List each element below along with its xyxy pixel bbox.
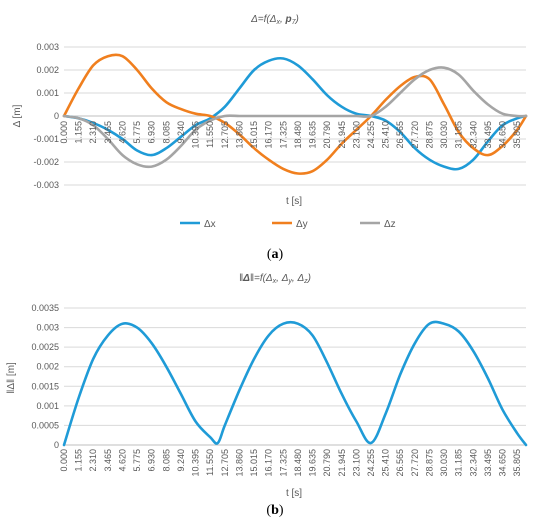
x-tick-label: 8.085 <box>161 449 171 472</box>
series-line-dy <box>62 53 528 175</box>
x-tick-label: 1.155 <box>74 449 84 472</box>
x-tick-label: 33.495 <box>483 121 493 149</box>
x-tick-label: 25.410 <box>381 121 391 149</box>
caption-b: (b) <box>266 503 283 518</box>
x-tick-label: 26.565 <box>395 449 405 477</box>
x-tick-label: 17.325 <box>278 449 288 477</box>
x-tick-label: 11.550 <box>205 121 215 148</box>
x-tick-label: 3.465 <box>103 449 113 472</box>
y-tick-label: -0.001 <box>33 134 59 144</box>
x-tick-label: 3.465 <box>103 121 113 144</box>
x-tick-label: 13.860 <box>234 121 244 149</box>
y-tick-label: -0.003 <box>33 180 59 190</box>
x-tick-label: 0.000 <box>59 121 69 144</box>
series-line-dx <box>62 56 528 171</box>
x-tick-label: 16.170 <box>264 449 274 477</box>
x-tick-label: 24.255 <box>366 449 376 477</box>
x-tick-label: 24.255 <box>366 121 376 149</box>
x-tick-label: 35.805 <box>512 449 522 477</box>
x-tick-label: 31.185 <box>454 121 464 149</box>
x-tick-label: 32.340 <box>468 121 478 149</box>
x-tick-label: 23.100 <box>351 121 361 149</box>
series-line-dz <box>62 66 528 169</box>
x-tick-label: 10.395 <box>191 449 201 477</box>
x-tick-label: 8.085 <box>161 121 171 144</box>
chart-a-title: Δ=f(Δx, p7) <box>250 14 299 26</box>
x-tick-label: 21.945 <box>337 449 347 477</box>
chart-b-ylabel: ‖Δ‖ [m] <box>6 362 17 394</box>
x-tick-label: 16.170 <box>264 121 274 149</box>
x-tick-label: 6.930 <box>147 449 157 472</box>
x-tick-label: 18.480 <box>293 449 303 477</box>
x-tick-label: 15.015 <box>249 121 259 149</box>
x-tick-label: 4.620 <box>117 449 127 472</box>
x-tick-label: 5.775 <box>132 449 142 472</box>
series-line-norm <box>62 320 528 447</box>
y-tick-label: 0 <box>54 440 59 450</box>
x-tick-label: 33.495 <box>483 449 493 477</box>
y-tick-label: 0.001 <box>36 88 59 98</box>
x-tick-label: 13.860 <box>234 449 244 477</box>
legend-label: Δz <box>384 219 396 230</box>
x-tick-label: 18.480 <box>293 121 303 149</box>
x-tick-label: 17.325 <box>278 121 288 149</box>
x-tick-label: 0.000 <box>59 449 69 472</box>
chart-b-xlabel: t [s] <box>286 488 302 499</box>
x-tick-label: 5.775 <box>132 121 142 144</box>
x-tick-label: 11.550 <box>205 449 215 476</box>
y-tick-label: -0.002 <box>33 157 59 167</box>
x-tick-label: 27.720 <box>410 121 420 149</box>
x-tick-label: 21.945 <box>337 121 347 149</box>
x-tick-label: 15.015 <box>249 449 259 477</box>
y-tick-label: 0.002 <box>36 362 59 372</box>
x-tick-label: 30.030 <box>439 121 449 149</box>
chart-a: Δ=f(Δx, p7) 0.003 0.002 0.001 0 -0.001 -0.002… <box>12 14 528 230</box>
x-tick-label: 26.565 <box>395 121 405 149</box>
caption-a: (a) <box>267 247 284 262</box>
y-tick-label: 0.001 <box>36 401 59 411</box>
x-tick-label: 28.875 <box>424 449 434 477</box>
x-tick-label: 32.340 <box>468 449 478 477</box>
y-tick-label: 0.0025 <box>31 342 59 352</box>
x-tick-label: 2.310 <box>88 121 98 144</box>
x-tick-label: 1.155 <box>74 121 84 144</box>
x-tick-label: 2.310 <box>88 449 98 472</box>
x-tick-label: 19.635 <box>308 449 318 477</box>
x-tick-label: 20.790 <box>322 449 332 477</box>
x-tick-label: 35.805 <box>512 121 522 149</box>
x-tick-label: 12.705 <box>220 121 230 149</box>
x-tick-label: 25.410 <box>381 449 391 477</box>
x-tick-label: 19.635 <box>308 121 318 149</box>
y-tick-label: 0 <box>54 111 59 121</box>
chart-b: ‖Δ‖=f(Δx, Δy, Δz) 0.0035 0.003 0.0025 0.002… <box>6 273 528 499</box>
x-tick-label: 4.620 <box>117 121 127 144</box>
x-tick-label: 27.720 <box>410 449 420 477</box>
legend-label: Δy <box>296 219 308 230</box>
x-tick-label: 31.185 <box>454 449 464 477</box>
x-tick-label: 23.100 <box>351 449 361 477</box>
legend-label: Δx <box>204 219 216 230</box>
x-tick-label: 9.240 <box>176 121 186 144</box>
x-tick-label: 30.030 <box>439 449 449 477</box>
x-tick-label: 34.650 <box>498 449 508 477</box>
y-tick-label: 0.002 <box>36 65 59 75</box>
y-tick-label: 0.0015 <box>31 381 59 391</box>
x-tick-label: 20.790 <box>322 121 332 149</box>
chart-b-title: ‖Δ‖=f(Δx, Δy, Δz) <box>239 273 311 285</box>
y-tick-label: 0.0035 <box>31 303 59 313</box>
x-tick-label: 34.650 <box>498 121 508 149</box>
y-tick-label: 0.003 <box>36 323 59 333</box>
y-tick-label: 0.003 <box>36 42 59 52</box>
x-tick-label: 12.705 <box>220 449 230 477</box>
x-tick-label: 28.875 <box>424 121 434 149</box>
x-tick-label: 10.395 <box>191 121 201 149</box>
chart-a-legend: Δx Δy Δz <box>180 219 396 230</box>
x-tick-label: 6.930 <box>147 121 157 144</box>
chart-a-xlabel: t [s] <box>286 196 302 207</box>
chart-a-ylabel: Δ [m] <box>12 104 23 127</box>
y-tick-label: 0.0005 <box>31 420 59 430</box>
x-tick-label: 9.240 <box>176 449 186 472</box>
